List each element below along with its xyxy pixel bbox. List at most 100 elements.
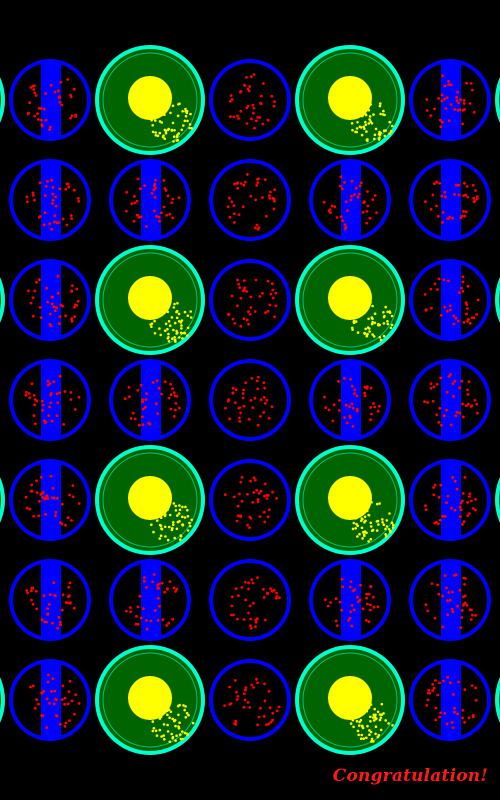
dish[interactable] xyxy=(309,359,391,441)
dish[interactable] xyxy=(9,59,91,141)
dot xyxy=(67,585,71,589)
dot xyxy=(73,305,76,309)
dish[interactable] xyxy=(9,459,91,541)
dish[interactable] xyxy=(309,559,391,641)
dot xyxy=(344,226,348,229)
dish[interactable] xyxy=(409,259,491,341)
dot xyxy=(188,123,192,126)
dot xyxy=(433,107,436,111)
dot xyxy=(445,501,448,504)
congratulation-message: Congratulation! xyxy=(332,766,488,786)
dot xyxy=(382,523,386,526)
dot xyxy=(70,519,73,522)
dot xyxy=(46,607,49,610)
target-inner-ring xyxy=(102,252,198,348)
dot xyxy=(76,196,80,200)
dish[interactable] xyxy=(109,359,191,441)
dot xyxy=(155,379,159,383)
dot xyxy=(177,725,180,728)
dot xyxy=(475,313,478,316)
dot xyxy=(236,186,240,190)
dot xyxy=(236,114,239,118)
dot xyxy=(369,525,373,528)
dish[interactable] xyxy=(209,59,291,141)
dot xyxy=(470,499,473,503)
dish[interactable] xyxy=(209,559,291,641)
dot xyxy=(256,500,260,504)
dish[interactable] xyxy=(209,259,291,341)
dot xyxy=(186,515,190,518)
target-dish[interactable] xyxy=(295,245,405,355)
dot xyxy=(29,301,33,305)
dot xyxy=(185,111,189,115)
dish[interactable] xyxy=(109,559,191,641)
dish[interactable] xyxy=(209,359,291,441)
dot xyxy=(232,212,236,216)
dot xyxy=(365,618,368,622)
dot xyxy=(265,398,269,402)
target-dish[interactable] xyxy=(95,45,205,155)
dot xyxy=(145,392,149,395)
dot xyxy=(68,594,71,598)
dot xyxy=(357,707,360,710)
target-dish[interactable] xyxy=(95,445,205,555)
dish[interactable] xyxy=(409,559,491,641)
dot xyxy=(277,705,281,709)
dish[interactable] xyxy=(9,659,91,741)
dot xyxy=(165,624,169,627)
dot xyxy=(466,393,470,396)
dot xyxy=(189,316,193,319)
dot xyxy=(232,495,236,499)
dot xyxy=(367,317,370,321)
dish[interactable] xyxy=(209,459,291,541)
dot xyxy=(257,715,261,719)
dot xyxy=(162,502,166,505)
dish[interactable] xyxy=(409,659,491,741)
dot xyxy=(154,729,158,733)
target-dish[interactable] xyxy=(95,645,205,755)
dot xyxy=(341,187,344,191)
dish[interactable] xyxy=(409,59,491,141)
dot xyxy=(64,187,68,191)
dot xyxy=(178,733,182,736)
dish[interactable] xyxy=(309,159,391,241)
dot xyxy=(354,310,358,313)
target-dish[interactable] xyxy=(295,45,405,155)
dot xyxy=(352,319,356,323)
dot xyxy=(233,722,236,725)
dot xyxy=(429,287,433,291)
dot xyxy=(384,305,388,309)
dish[interactable] xyxy=(209,159,291,241)
dot xyxy=(145,225,148,228)
dish[interactable] xyxy=(409,359,491,441)
dot xyxy=(143,579,146,583)
dish[interactable] xyxy=(9,259,91,341)
target-dish[interactable] xyxy=(95,245,205,355)
dot xyxy=(272,207,276,211)
dot xyxy=(352,725,355,729)
target-dish[interactable] xyxy=(295,445,405,555)
dot xyxy=(63,390,67,393)
dish[interactable] xyxy=(409,159,491,241)
dot xyxy=(181,110,184,113)
dish[interactable] xyxy=(209,659,291,741)
dish[interactable] xyxy=(9,559,91,641)
dot xyxy=(172,415,176,418)
dish[interactable] xyxy=(409,459,491,541)
dot xyxy=(262,396,266,399)
dish[interactable] xyxy=(109,159,191,241)
dot xyxy=(188,126,191,130)
dish[interactable] xyxy=(9,359,91,441)
target-dish[interactable] xyxy=(295,645,405,755)
dish-band xyxy=(141,162,161,238)
dot xyxy=(51,621,54,625)
dot xyxy=(254,620,258,624)
dot xyxy=(259,706,262,710)
dot xyxy=(58,100,62,104)
dot xyxy=(133,201,137,205)
dot xyxy=(426,401,430,404)
dot xyxy=(53,220,56,224)
dot xyxy=(160,392,163,396)
dish[interactable] xyxy=(9,159,91,241)
